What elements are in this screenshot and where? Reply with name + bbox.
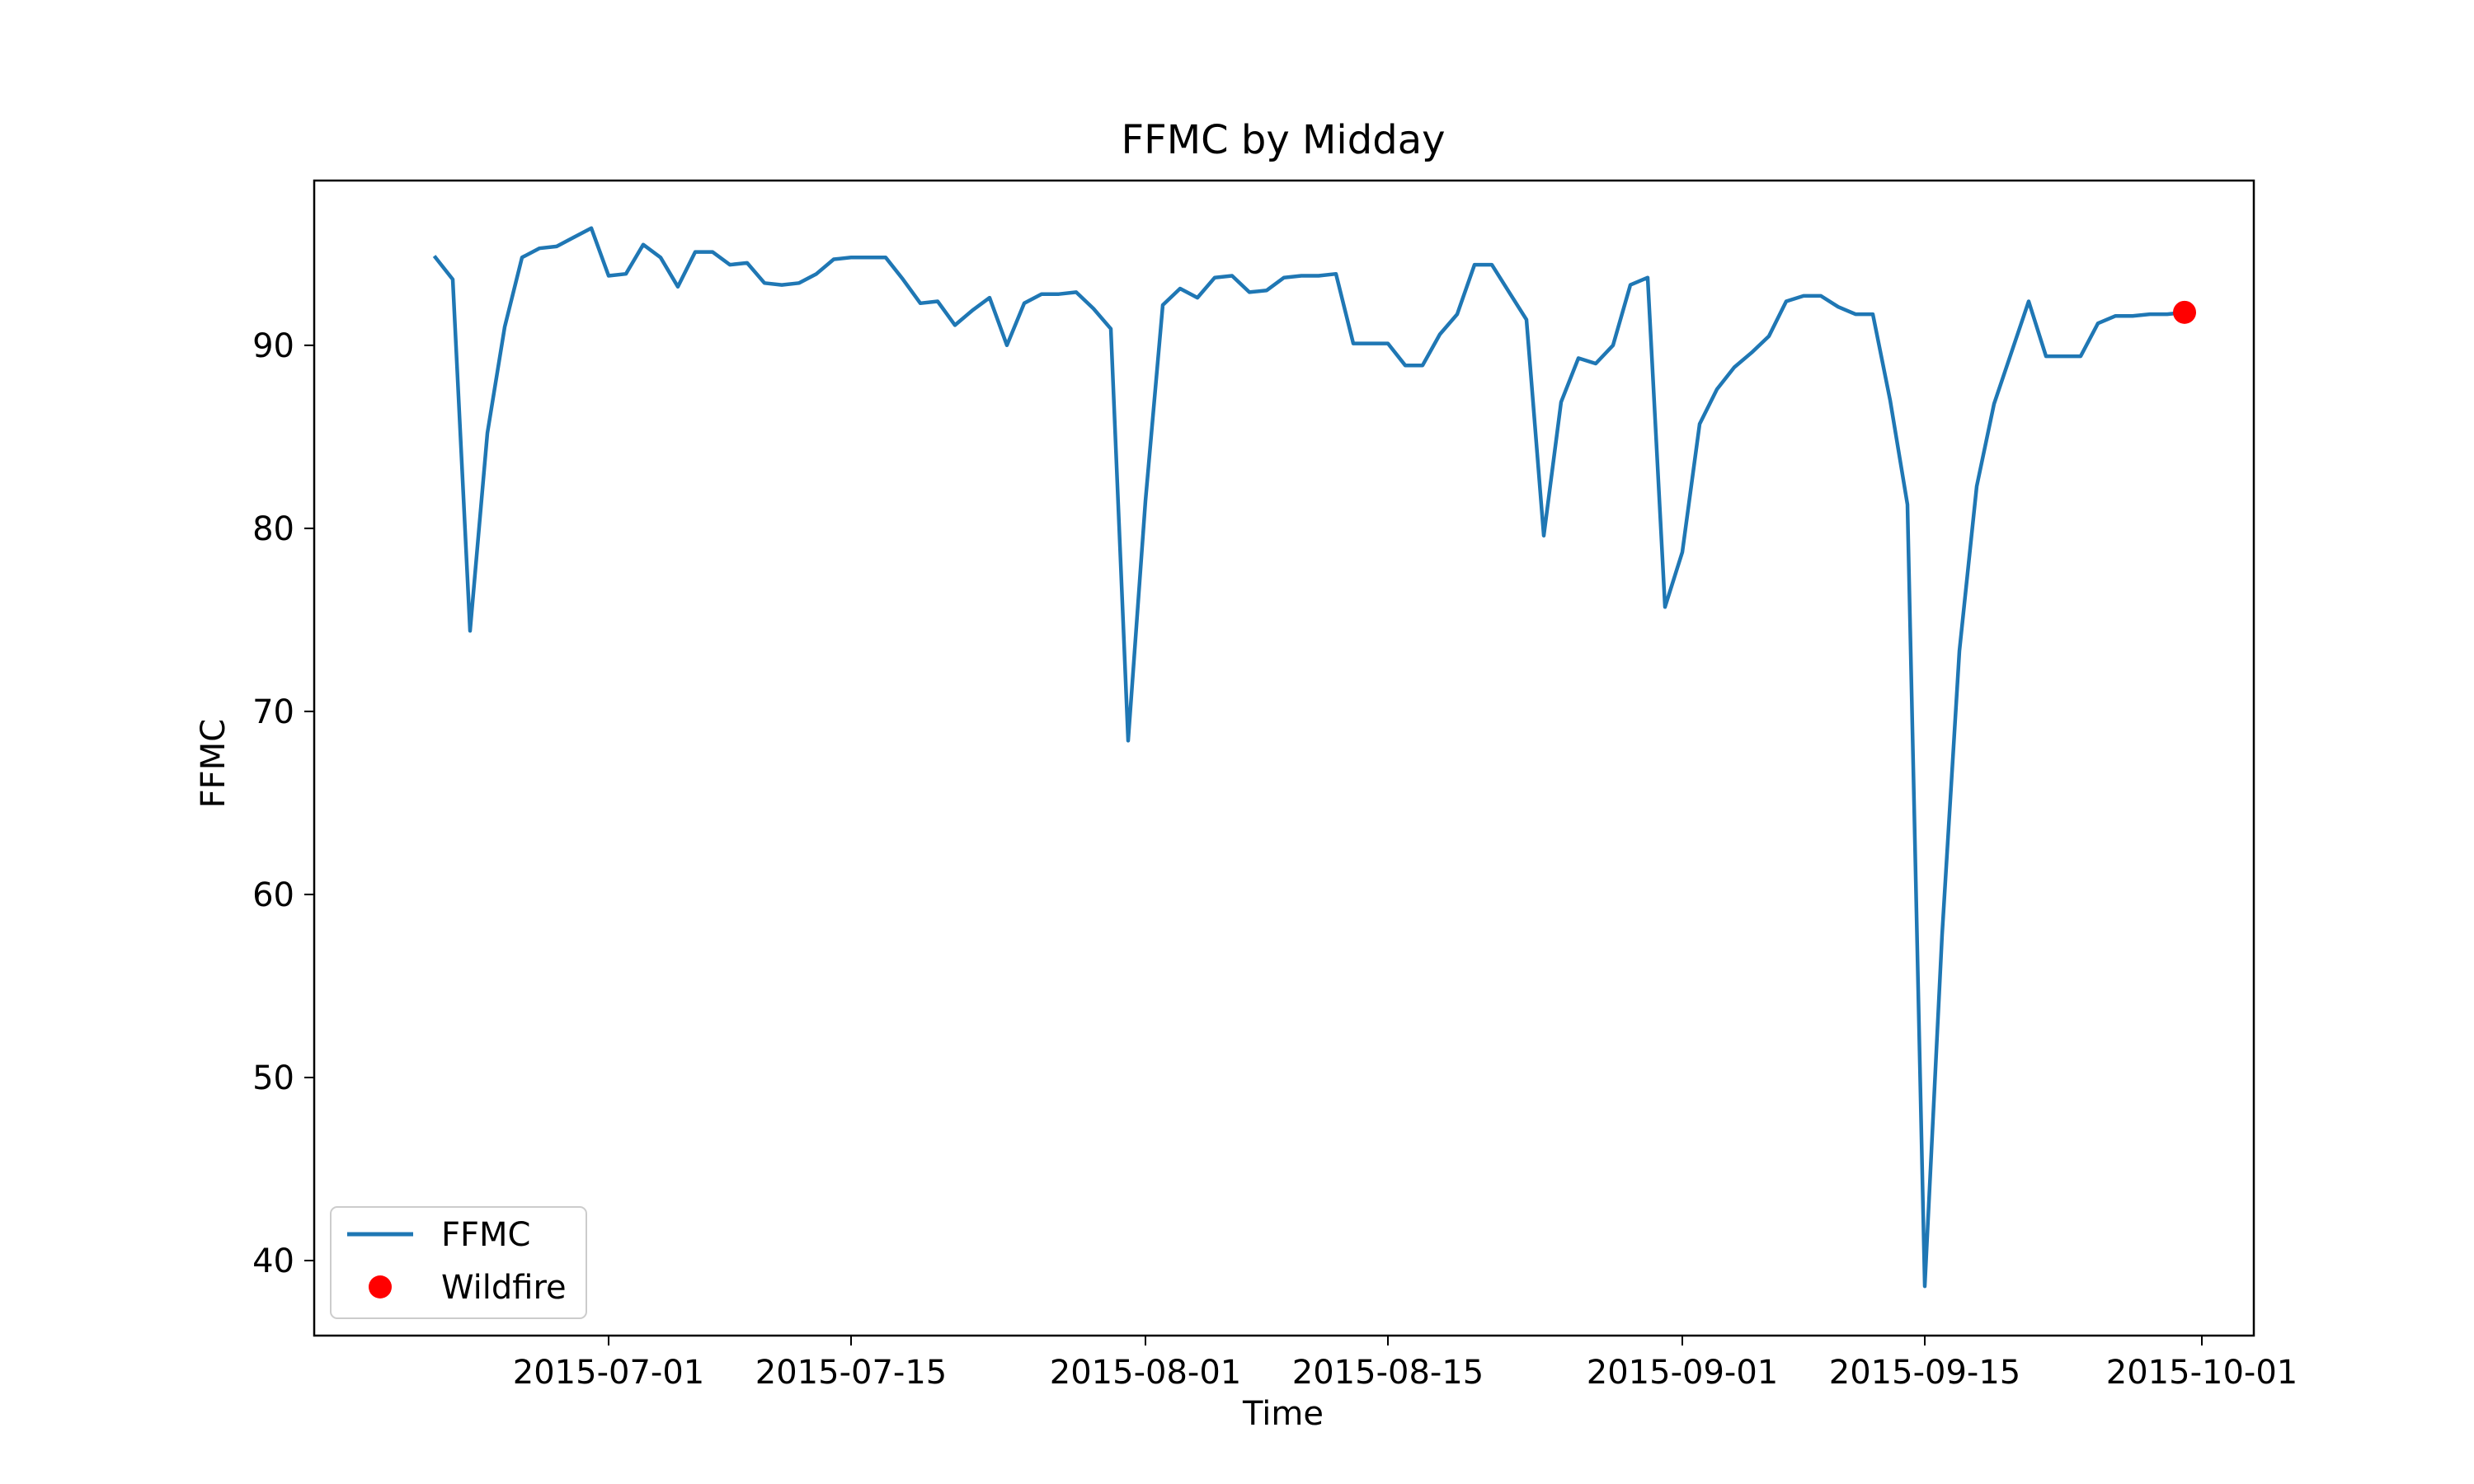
y-tick-label: 40 xyxy=(252,1242,294,1280)
y-tick-label: 70 xyxy=(252,693,294,731)
legend: FFMC Wildfire xyxy=(330,1206,587,1319)
x-tick-label: 2015-09-15 xyxy=(1829,1354,2020,1392)
x-tick-label: 2015-09-01 xyxy=(1587,1354,1778,1392)
x-axis-label: Time xyxy=(1242,1395,1324,1433)
y-tick-label: 50 xyxy=(252,1059,294,1097)
x-tick-label: 2015-07-15 xyxy=(755,1354,947,1392)
x-tick-label: 2015-08-15 xyxy=(1292,1354,1484,1392)
wildfire-point xyxy=(2173,300,2196,324)
y-tick-label: 60 xyxy=(252,876,294,914)
legend-wildfire-swatch xyxy=(369,1275,392,1298)
x-tick-label: 2015-08-01 xyxy=(1050,1354,1241,1392)
series-line-ffmc xyxy=(432,226,2187,1289)
y-axis-label: FFMC xyxy=(195,719,233,808)
x-tick-label: 2015-07-01 xyxy=(513,1354,704,1392)
x-tick-label: 2015-10-01 xyxy=(2106,1354,2298,1392)
legend-label-ffmc: FFMC xyxy=(441,1216,530,1254)
plot-frame xyxy=(313,179,2255,1337)
x-axis: 2015-07-01 2015-07-15 2015-08-01 2015-08-15… xyxy=(513,1336,2298,1392)
y-tick-label: 80 xyxy=(252,510,294,548)
legend-label-wildfire: Wildfire xyxy=(441,1269,567,1307)
y-axis: 40 50 60 70 80 90 xyxy=(252,327,314,1280)
plot-area xyxy=(432,226,2196,1289)
y-tick-label: 90 xyxy=(252,327,294,365)
chart-title: FFMC by Midday xyxy=(1121,117,1445,163)
